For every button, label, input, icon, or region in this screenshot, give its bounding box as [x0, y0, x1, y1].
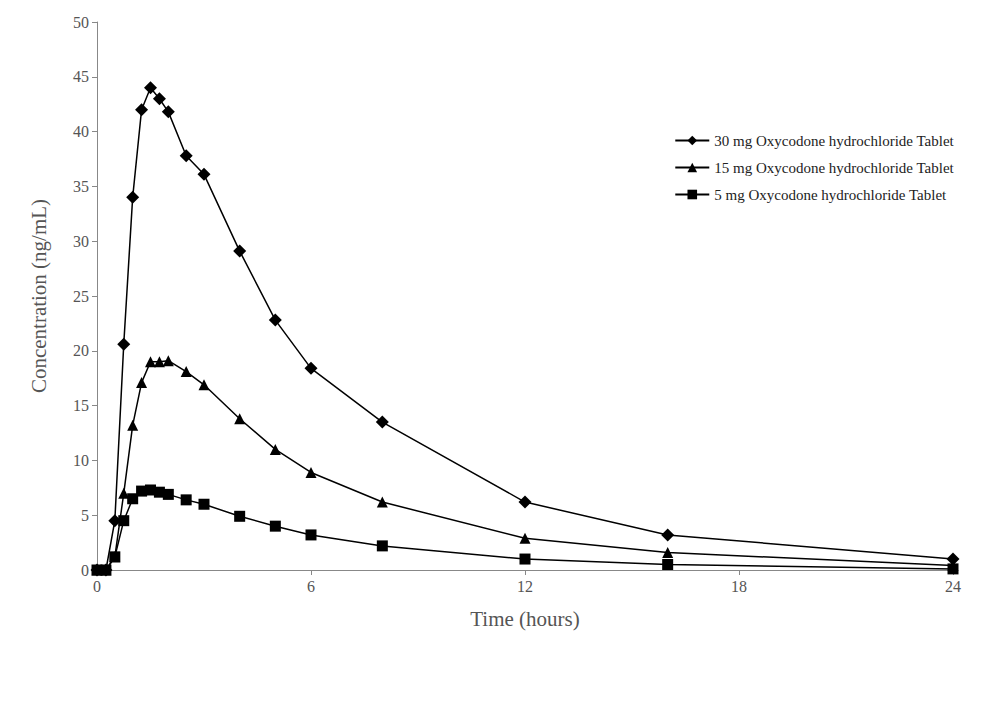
svg-text:40: 40 [73, 123, 89, 140]
svg-text:0: 0 [81, 562, 89, 579]
svg-text:12: 12 [517, 578, 533, 595]
svg-text:20: 20 [73, 342, 89, 359]
svg-text:18: 18 [731, 578, 747, 595]
svg-text:15: 15 [73, 397, 89, 414]
svg-text:Concentration (ng/mL): Concentration (ng/mL) [27, 199, 51, 393]
svg-text:24: 24 [945, 578, 961, 595]
svg-text:15 mg Oxycodone hydrochloride: 15 mg Oxycodone hydrochloride Tablet [714, 160, 954, 176]
svg-text:50: 50 [73, 14, 89, 31]
svg-text:25: 25 [73, 288, 89, 305]
svg-text:10: 10 [73, 452, 89, 469]
svg-text:5: 5 [81, 507, 89, 524]
svg-text:6: 6 [307, 578, 315, 595]
svg-text:Time (hours): Time (hours) [470, 607, 579, 631]
svg-text:0: 0 [93, 578, 101, 595]
svg-text:45: 45 [73, 68, 89, 85]
svg-text:35: 35 [73, 178, 89, 195]
svg-text:5 mg Oxycodone hydrochloride T: 5 mg Oxycodone hydrochloride Tablet [714, 187, 947, 203]
svg-text:30 mg Oxycodone hydrochloride: 30 mg Oxycodone hydrochloride Tablet [714, 133, 954, 149]
svg-text:30: 30 [73, 233, 89, 250]
